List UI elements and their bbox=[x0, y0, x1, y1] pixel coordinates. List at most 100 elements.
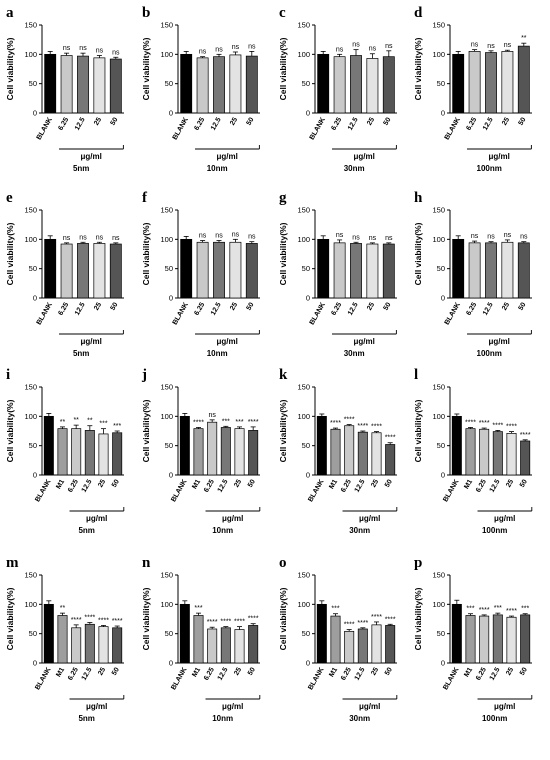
category-label: 25 bbox=[501, 116, 511, 126]
category-label: 25 bbox=[505, 478, 515, 488]
y-tick-label: 150 bbox=[297, 571, 310, 580]
significance-label: ns bbox=[248, 43, 256, 50]
category-label: 25 bbox=[505, 666, 515, 676]
category-label: 25 bbox=[366, 116, 376, 126]
category-label: 50 bbox=[111, 666, 121, 676]
bar-6.25 bbox=[479, 615, 490, 664]
bar-6.25 bbox=[207, 628, 218, 664]
significance-label: **** bbox=[371, 424, 382, 431]
category-label: 6.25 bbox=[330, 301, 343, 316]
significance-label: **** bbox=[506, 608, 517, 615]
group-label: μg/ml bbox=[217, 337, 238, 346]
significance-label: **** bbox=[357, 620, 368, 627]
group-label: μg/ml bbox=[489, 152, 510, 161]
bar-6.25 bbox=[479, 428, 490, 476]
group-label: μg/ml bbox=[354, 337, 375, 346]
significance-label: **** bbox=[385, 616, 396, 623]
category-label: 12.5 bbox=[74, 116, 87, 131]
significance-label: **** bbox=[98, 617, 109, 624]
bar-BLANK bbox=[44, 238, 57, 299]
y-tick-label: 0 bbox=[441, 659, 445, 668]
category-label: 6.25 bbox=[203, 478, 216, 493]
significance-label: ns bbox=[385, 235, 393, 242]
category-label: 12.5 bbox=[489, 666, 502, 681]
category-label: 6.25 bbox=[67, 666, 80, 681]
y-tick-label: 50 bbox=[165, 629, 173, 638]
panel-l: l Cell viability(%) 0 50 100 150 BLANK **** M1 **… bbox=[413, 367, 533, 535]
panel-p: p Cell viability(%) 0 50 100 150 BLANK *** M1 ***… bbox=[413, 555, 533, 723]
significance-label: ns bbox=[215, 46, 223, 53]
y-tick-label: 0 bbox=[33, 294, 37, 303]
y-tick-label: 150 bbox=[297, 206, 310, 215]
bar-BLANK bbox=[316, 415, 327, 476]
bar-25 bbox=[501, 51, 514, 114]
y-tick-label: 100 bbox=[432, 235, 445, 244]
bar-6.25 bbox=[344, 630, 355, 664]
y-tick-label: 100 bbox=[432, 50, 445, 59]
significance-label: ns bbox=[215, 233, 223, 240]
bar-6.25 bbox=[71, 627, 82, 664]
bar-50 bbox=[517, 242, 530, 299]
bar-6.25 bbox=[344, 425, 355, 476]
bar-6.25 bbox=[468, 51, 481, 114]
bar-50 bbox=[520, 614, 531, 664]
category-label: M1 bbox=[328, 478, 339, 490]
bar-50 bbox=[109, 58, 122, 114]
category-label: 25 bbox=[233, 478, 243, 488]
significance-label: ns bbox=[248, 234, 256, 241]
bar-M1 bbox=[465, 615, 476, 664]
bar-M1 bbox=[330, 615, 341, 664]
bar-25 bbox=[366, 58, 379, 114]
category-label: BLANK bbox=[442, 667, 460, 692]
size-label: 30nm bbox=[349, 526, 370, 535]
category-label: 6.25 bbox=[193, 301, 206, 316]
bar-BLANK bbox=[44, 53, 57, 114]
y-tick-label: 150 bbox=[432, 21, 445, 30]
bar-BLANK bbox=[180, 238, 193, 299]
significance-label: ** bbox=[60, 605, 66, 612]
y-tick-label: 100 bbox=[24, 235, 37, 244]
panel-letter: p bbox=[414, 555, 422, 571]
y-tick-label: 100 bbox=[432, 412, 445, 421]
group-label: μg/ml bbox=[494, 514, 515, 523]
y-tick-label: 100 bbox=[160, 600, 173, 609]
bar-50 bbox=[382, 243, 395, 299]
group-label: μg/ml bbox=[81, 152, 102, 161]
bar-M1 bbox=[193, 428, 204, 476]
category-label: 12.5 bbox=[354, 478, 367, 493]
bar-50 bbox=[112, 627, 123, 664]
size-label: 100nm bbox=[482, 714, 507, 723]
panel-letter: d bbox=[414, 5, 423, 21]
panel-a: a Cell viability(%) 0 50 100 150 BLANK ns 6.25 ns… bbox=[5, 5, 124, 173]
significance-label: **** bbox=[479, 420, 490, 427]
y-tick-label: 150 bbox=[432, 383, 445, 392]
y-tick-label: 150 bbox=[160, 206, 173, 215]
bar-12.5 bbox=[357, 628, 368, 664]
panel-h: h Cell viability(%) 0 50 100 150 BLANK ns 6.25 ns… bbox=[413, 190, 532, 358]
significance-label: ** bbox=[521, 35, 527, 42]
y-axis-title: Cell viability(%) bbox=[413, 399, 423, 462]
bar-50 bbox=[109, 243, 122, 299]
category-label: 12.5 bbox=[347, 116, 360, 131]
bar-12.5 bbox=[213, 56, 225, 114]
y-axis-title: Cell viability(%) bbox=[5, 222, 15, 285]
significance-label: ns bbox=[112, 49, 120, 56]
significance-label: **** bbox=[193, 419, 204, 426]
y-tick-label: 100 bbox=[297, 600, 310, 609]
bar-12.5 bbox=[220, 627, 231, 664]
y-tick-label: 0 bbox=[441, 109, 445, 118]
category-label: BLANK bbox=[170, 667, 188, 692]
category-label: 25 bbox=[97, 478, 107, 488]
size-label: 10nm bbox=[207, 349, 228, 358]
significance-label: ns bbox=[336, 46, 344, 53]
y-tick-label: 100 bbox=[160, 50, 173, 59]
y-axis-title: Cell viability(%) bbox=[5, 37, 15, 100]
y-axis-title: Cell viability(%) bbox=[278, 587, 288, 650]
significance-label: ns bbox=[504, 232, 512, 239]
bar-50 bbox=[245, 243, 258, 299]
bar-BLANK bbox=[43, 603, 54, 664]
y-tick-label: 0 bbox=[33, 109, 37, 118]
panel-letter: k bbox=[279, 367, 288, 383]
category-label: BLANK bbox=[34, 479, 52, 504]
significance-label: **** bbox=[234, 619, 245, 626]
